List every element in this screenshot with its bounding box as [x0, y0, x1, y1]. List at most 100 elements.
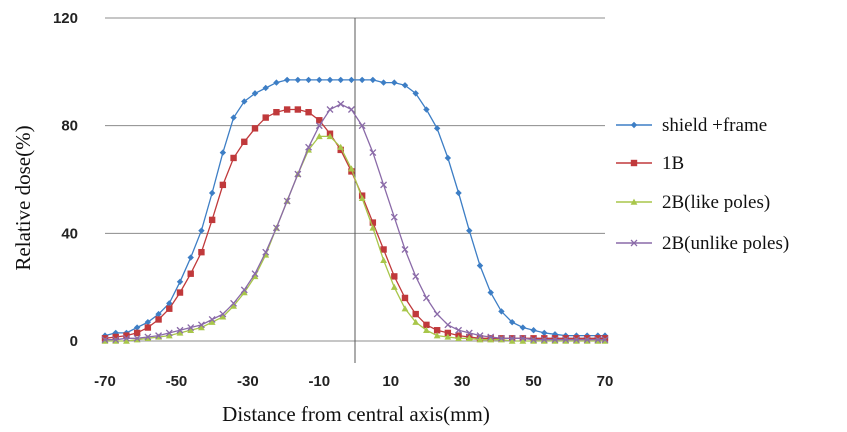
data-point: [272, 224, 280, 232]
data-point: [401, 305, 409, 312]
data-point: [401, 294, 409, 302]
data-point: [283, 106, 291, 113]
data-point: [337, 76, 344, 84]
data-point: [476, 262, 484, 269]
x-tick-label: 10: [382, 373, 399, 390]
data-point: [251, 125, 259, 132]
data-point: [208, 216, 216, 224]
data-point: [155, 310, 162, 318]
data-point: [208, 189, 216, 197]
data-point: [197, 321, 205, 329]
data-point: [241, 138, 248, 146]
data-point: [230, 154, 237, 162]
data-point: [262, 84, 269, 92]
data-point: [540, 336, 548, 344]
data-point: [572, 336, 580, 344]
data-point: [187, 270, 194, 277]
data-point: [262, 114, 269, 121]
data-point: [176, 278, 184, 285]
data-point: [176, 326, 184, 334]
data-point: [166, 300, 173, 307]
data-point: [380, 79, 387, 86]
data-point: [337, 100, 345, 108]
data-point: [294, 76, 302, 84]
data-point: [144, 333, 152, 341]
data-point: [530, 327, 537, 334]
data-point: [369, 149, 377, 157]
data-point: [294, 170, 302, 178]
data-point: [508, 318, 516, 326]
data-point: [630, 239, 638, 247]
y-tick-label: 40: [61, 225, 78, 242]
data-point: [219, 181, 227, 189]
data-point: [165, 329, 173, 337]
data-point: [369, 219, 377, 226]
data-point: [390, 283, 398, 290]
data-point: [305, 76, 312, 84]
data-point: [123, 332, 130, 339]
data-point: [241, 98, 248, 105]
data-point: [465, 329, 473, 337]
data-point: [316, 76, 323, 84]
data-point: [541, 329, 548, 337]
data-point: [251, 90, 259, 97]
data-point: [380, 246, 387, 253]
data-point: [412, 90, 419, 97]
data-point: [230, 302, 237, 309]
data-point: [358, 122, 366, 130]
legend-label: 2B(like poles): [662, 192, 770, 213]
data-point: [498, 308, 505, 315]
data-point: [401, 82, 409, 89]
data-point: [219, 310, 227, 318]
x-tick-label: 70: [597, 373, 614, 390]
data-point: [155, 316, 162, 323]
data-point: [198, 324, 205, 331]
data-point: [487, 336, 495, 343]
data-point: [433, 310, 441, 318]
data-point: [444, 154, 452, 162]
data-point: [412, 318, 420, 325]
data-point: [444, 329, 452, 337]
data-point: [315, 122, 323, 130]
data-point: [530, 336, 538, 344]
data-point: [122, 334, 130, 342]
data-point: [219, 149, 227, 156]
data-point: [422, 294, 430, 302]
y-tick-label: 0: [70, 333, 78, 350]
legend-entry: shield +frame: [616, 115, 767, 136]
data-point: [165, 332, 173, 339]
data-point: [455, 189, 462, 197]
data-point: [601, 336, 609, 344]
data-point: [433, 332, 441, 339]
data-point: [144, 318, 152, 326]
data-point: [412, 310, 419, 318]
y-axis-label: Relative dose(%): [11, 125, 35, 270]
data-point: [358, 76, 366, 84]
series-4: [101, 100, 609, 344]
data-point: [433, 327, 441, 334]
x-tick-label: -50: [166, 373, 188, 390]
legend-label: 1B: [662, 153, 684, 174]
data-point: [155, 332, 163, 340]
series-line: [105, 103, 605, 341]
data-point: [240, 286, 248, 294]
data-point: [123, 337, 130, 344]
legend-entry: 2B(like poles): [616, 192, 770, 213]
data-point: [455, 326, 463, 334]
data-point: [630, 198, 638, 205]
data-point: [101, 336, 109, 344]
data-point: [433, 125, 441, 132]
data-point: [305, 143, 313, 151]
data-point: [380, 256, 387, 263]
data-point: [358, 194, 366, 202]
data-point: [401, 246, 409, 253]
data-point: [380, 181, 388, 189]
data-point: [390, 213, 398, 221]
data-point: [508, 334, 516, 342]
data-point: [133, 334, 141, 342]
legend: shield +frame 1B 2B(like poles) 2B(unlike p…: [616, 115, 789, 254]
data-point: [348, 165, 355, 172]
data-point: [337, 143, 345, 150]
x-tick-label: 50: [525, 373, 542, 390]
